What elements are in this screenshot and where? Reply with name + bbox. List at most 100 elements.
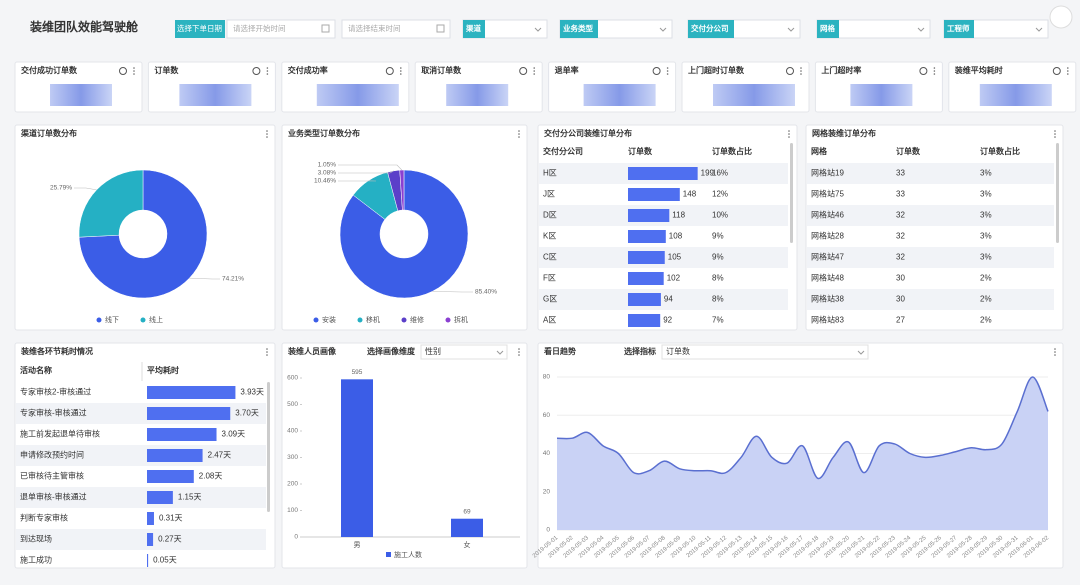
menu-dot[interactable]	[666, 70, 669, 72]
cell: 施工前发起退单待审核	[20, 429, 100, 439]
column-header: 网格	[811, 146, 828, 156]
cell: 网格站75	[811, 189, 844, 199]
menu-dot[interactable]	[266, 130, 268, 132]
menu-dot[interactable]	[1054, 130, 1056, 132]
cell-bar	[147, 554, 149, 567]
legend-swatch	[313, 317, 319, 323]
menu-dot[interactable]	[800, 73, 802, 75]
page-title: 装维团队效能驾驶舱	[29, 19, 139, 34]
selector-value[interactable]: 订单数	[666, 346, 690, 356]
menu-dot[interactable]	[1054, 348, 1056, 350]
menu-dot[interactable]	[518, 354, 520, 356]
menu-dot[interactable]	[1054, 133, 1056, 135]
kpi-value-blurred	[179, 84, 252, 106]
menu-dot[interactable]	[266, 67, 269, 69]
menu-dot[interactable]	[533, 73, 535, 75]
data-label: 595	[352, 369, 363, 376]
menu-dot[interactable]	[666, 67, 669, 69]
menu-dot[interactable]	[266, 73, 269, 75]
menu-dot[interactable]	[518, 351, 520, 353]
menu-dot[interactable]	[266, 133, 268, 135]
cell: 8%	[712, 274, 724, 283]
cell: G区	[543, 295, 557, 304]
menu-dot[interactable]	[400, 70, 402, 72]
filter-chip	[817, 20, 839, 38]
menu-dot[interactable]	[133, 67, 135, 69]
cell: 94	[664, 295, 673, 304]
cell: 申请修改预约时间	[20, 450, 84, 460]
menu-dot[interactable]	[1067, 73, 1069, 75]
menu-dot[interactable]	[518, 133, 520, 135]
kpi-value-blurred	[850, 84, 913, 106]
cell: 3%	[980, 253, 992, 262]
menu-dot[interactable]	[933, 73, 936, 75]
menu-dot[interactable]	[666, 73, 669, 75]
menu-dot[interactable]	[800, 67, 802, 69]
menu-dot[interactable]	[933, 70, 936, 72]
menu-dot[interactable]	[1054, 136, 1056, 138]
screenshot-button[interactable]	[1049, 5, 1073, 29]
menu-dot[interactable]	[933, 67, 936, 69]
cell: 102	[667, 274, 681, 283]
cell: 网格站47	[811, 252, 844, 262]
menu-dot[interactable]	[533, 70, 535, 72]
kpi-value-blurred	[316, 84, 399, 106]
cell: K区	[543, 232, 556, 241]
menu-dot[interactable]	[788, 133, 790, 135]
panel-title: 装维各环节耗时情况	[20, 346, 93, 356]
menu-dot[interactable]	[1067, 67, 1069, 69]
panel-title: 交付分公司装维订单分布	[544, 128, 632, 138]
menu-dot[interactable]	[133, 73, 135, 75]
menu-dot[interactable]	[1054, 354, 1056, 356]
kpi-title: 取消订单数	[421, 65, 462, 75]
menu-dot[interactable]	[400, 73, 402, 75]
column-header: 订单数	[628, 146, 653, 156]
menu-dot[interactable]	[788, 130, 790, 132]
menu-dot[interactable]	[518, 348, 520, 350]
menu-dot[interactable]	[266, 348, 268, 350]
menu-dot[interactable]	[518, 136, 520, 138]
table-header	[539, 141, 796, 163]
cell: 12%	[712, 190, 728, 199]
cell: 0.27天	[158, 535, 182, 544]
menu-dot[interactable]	[133, 70, 135, 72]
filter-label: 渠道	[465, 23, 481, 33]
kpi-value-blurred	[979, 84, 1052, 106]
selector-value[interactable]: 性别	[425, 346, 441, 356]
row-stripe	[807, 163, 1054, 184]
data-label: 10.46%	[314, 178, 336, 185]
menu-dot[interactable]	[788, 136, 790, 138]
cell-bar	[147, 512, 154, 525]
menu-dot[interactable]	[266, 136, 268, 138]
kpi-value-blurred	[713, 84, 795, 106]
cell: 网格站46	[811, 210, 844, 220]
cell-bar	[628, 188, 680, 201]
legend-swatch	[357, 317, 363, 323]
area	[557, 377, 1048, 530]
menu-dot[interactable]	[1054, 351, 1056, 353]
menu-dot[interactable]	[266, 354, 268, 356]
cell: 9%	[712, 253, 724, 262]
help-icon	[786, 67, 794, 75]
menu-dot[interactable]	[266, 70, 269, 72]
panel-title: 业务类型订单数分布	[288, 128, 360, 138]
menu-dot[interactable]	[800, 70, 802, 72]
cell: 9%	[712, 232, 724, 241]
caret	[857, 350, 865, 355]
cell: A区	[543, 316, 556, 325]
leader-line	[338, 170, 394, 174]
caret	[1035, 27, 1043, 32]
panel-title: 渠道订单数分布	[20, 128, 77, 138]
menu-dot[interactable]	[518, 130, 520, 132]
bar	[341, 379, 373, 537]
menu-dot[interactable]	[266, 351, 268, 353]
help-icon	[119, 67, 127, 75]
menu-dot[interactable]	[1067, 70, 1069, 72]
help-icon	[919, 67, 928, 75]
date-placeholder: 请选择开始时间	[233, 23, 286, 33]
menu-dot[interactable]	[400, 67, 402, 69]
row-stripe	[539, 289, 788, 310]
menu-dot[interactable]	[533, 67, 535, 69]
cell: 网格站38	[811, 294, 844, 304]
legend-label: 施工人数	[394, 550, 422, 559]
